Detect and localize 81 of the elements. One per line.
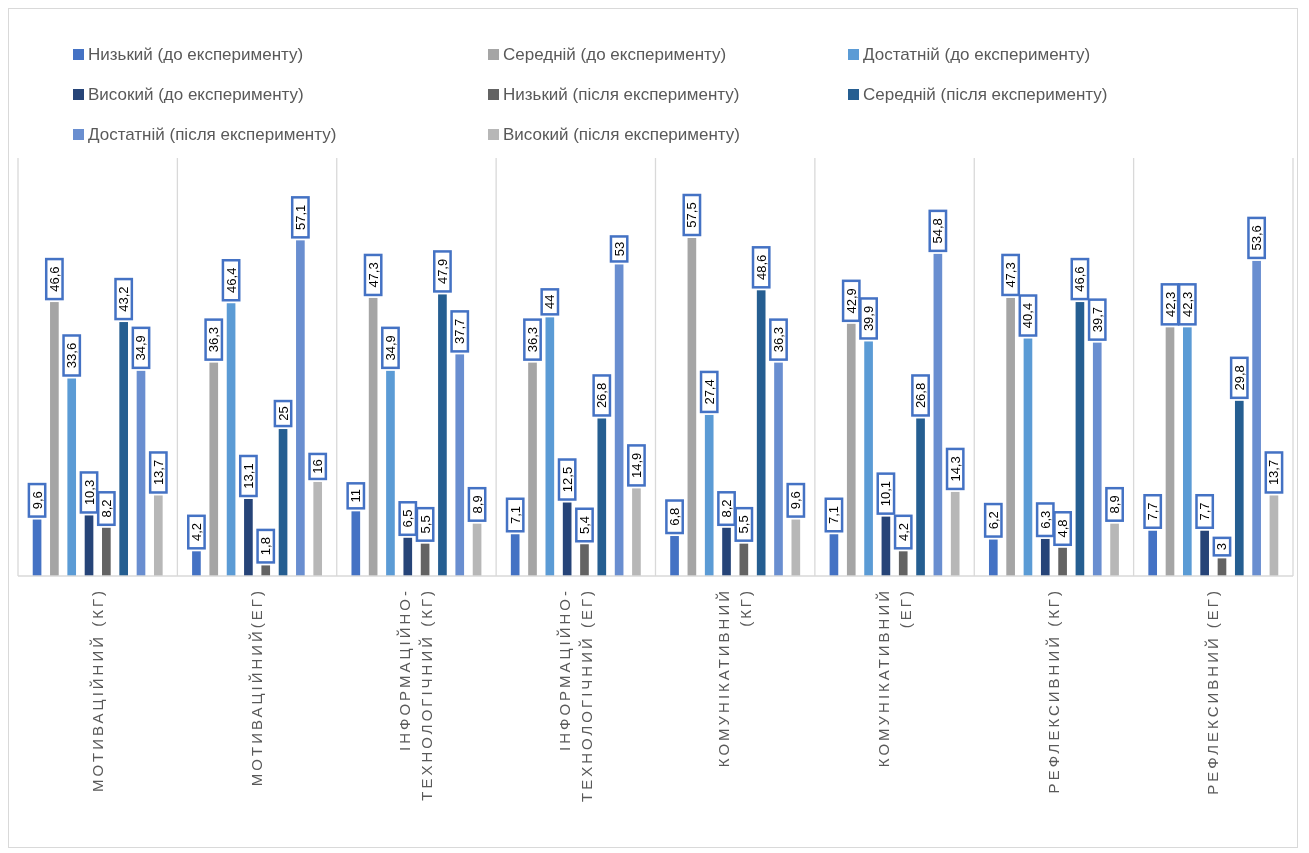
data-label: 43,2 [116,286,132,312]
data-label: 25 [275,406,291,421]
data-label: 26,8 [913,382,929,409]
data-label: 47,9 [434,258,450,285]
data-label: 6,5 [400,509,416,528]
data-label: 7,1 [507,505,523,525]
data-label: 5,5 [736,515,752,534]
data-label: 42,9 [843,288,859,314]
x-tick-label: КОМУНІКАТИВНИЙ (КГ) [715,588,755,768]
data-label: 4,2 [188,523,204,542]
x-tick-label: КОМУНІКАТИВНИЙ (ЕГ) [874,588,914,768]
data-label: 54,8 [930,218,946,244]
x-tick-label: МОТИВАЦІЙНИЙ(ЕГ) [248,588,266,787]
legend-label: Низький (після експерименту) [503,85,740,104]
data-label: 37,7 [452,318,468,345]
x-tick-label: РЕФЛЕКСИВНИЙ (ЕГ) [1204,588,1222,795]
data-label: 14,9 [628,452,644,479]
legend-label: Середній (до експерименту) [503,45,727,64]
data-label: 9,6 [29,491,45,510]
data-label: 48,6 [753,254,769,280]
data-label: 26,8 [594,382,610,409]
data-label: 8,9 [1107,495,1123,514]
data-label: 5,5 [417,515,433,534]
x-tick-label: ІНФОРМАЦІЙНО-ТЕХНОЛОГІЧНИЙ (ЕГ) [555,588,595,802]
data-label: 39,9 [861,305,877,332]
data-label: 7,7 [1145,502,1161,521]
data-label: 33,6 [64,342,80,369]
data-label: 13,7 [150,459,166,486]
data-label: 34,9 [133,335,149,361]
data-label: 42,3 [1179,291,1195,318]
data-label: 16 [310,459,326,474]
data-label: 46,4 [223,267,239,293]
data-label: 53 [611,241,627,257]
data-label: 6,3 [1037,510,1053,529]
data-label: 7,7 [1197,502,1213,521]
data-label: 8,9 [469,495,485,514]
data-label: 13,1 [240,463,256,489]
data-label: 12,5 [559,466,575,493]
data-label: 29,8 [1231,365,1247,391]
data-label: 40,4 [1020,302,1036,329]
data-label: 6,2 [985,511,1001,530]
legend-label: Високий (до експерименту) [88,85,304,104]
legend-label: Низький (до експерименту) [88,45,304,64]
data-label: 36,3 [771,326,786,353]
data-label: 57,5 [684,202,700,228]
data-label: 39,7 [1089,306,1105,333]
legend-label: Високий (після експерименту) [503,125,740,144]
data-label: 7,1 [826,505,842,525]
legend-label: Достатній (до експерименту) [863,45,1091,64]
data-label: 11 [348,489,364,503]
data-label: 47,3 [365,262,381,288]
legend-label: Достатній (після експерименту) [88,125,337,144]
data-label: 44 [542,294,558,310]
data-label: 9,6 [788,491,804,510]
legend-label: Середній (після експерименту) [863,85,1108,104]
data-label: 46,6 [46,266,62,292]
data-label: 3 [1214,543,1230,551]
bar [261,565,271,576]
data-label: 6,8 [667,507,683,526]
data-label: 53,6 [1249,225,1265,251]
data-label: 14,3 [947,456,963,482]
data-label: 4,8 [1055,519,1071,538]
data-label: 34,9 [382,335,398,361]
data-label: 36,3 [525,326,540,353]
data-label: 42,3 [1162,291,1178,318]
x-tick-label: ІНФОРМАЦІЙНО-ТЕХНОЛОГІЧНИЙ (КГ) [396,588,436,801]
x-tick-label: РЕФЛЕКСИВНИЙ (КГ) [1044,588,1062,794]
data-label: 36,3 [206,326,222,353]
data-label: 8,2 [98,499,114,518]
data-label: 47,3 [1003,262,1019,288]
x-tick-label: МОТИВАЦІЙНИЙ (КГ) [88,588,106,793]
data-label: 27,4 [701,379,717,405]
data-label: 13,7 [1266,459,1282,486]
data-label: 1,8 [258,537,274,556]
data-label: 57,1 [292,204,308,231]
data-label: 8,2 [719,499,735,518]
data-label: 46,6 [1072,266,1088,292]
data-label: 10,3 [81,479,97,506]
data-label: 5,4 [576,515,592,535]
data-label: 4,2 [895,523,911,542]
data-label: 10,1 [878,480,894,507]
